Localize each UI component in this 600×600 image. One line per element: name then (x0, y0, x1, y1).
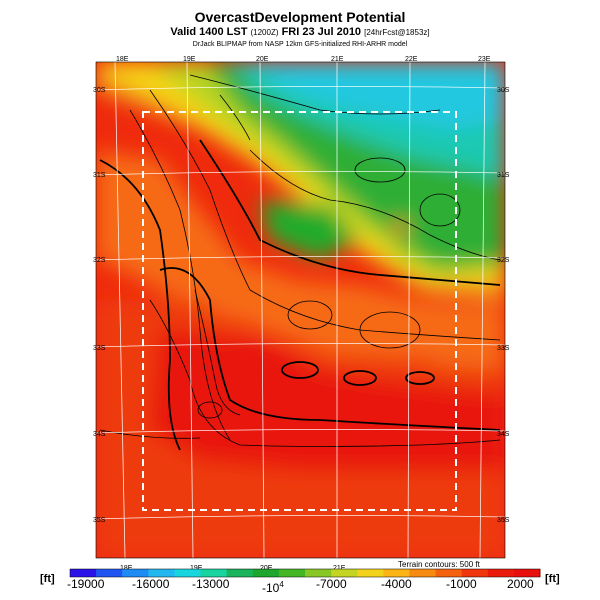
right-lat-label: 33S (497, 345, 510, 352)
colorbar-swatch (252, 569, 280, 577)
colorbar-label-7: -1000 (446, 577, 477, 591)
left-lat-label: 32S (93, 257, 106, 264)
colorbar-swatch (331, 569, 358, 577)
colorbar-label-5: -7000 (316, 577, 347, 591)
colorbar-swatch (278, 569, 306, 577)
top-lon-label: 18E (116, 56, 129, 63)
colorbar-swatch (96, 569, 123, 577)
field-shading (96, 62, 505, 558)
left-lat-label: 30S (93, 87, 106, 94)
colorbar-label-4: -104 (262, 580, 284, 595)
colorbar-swatch (174, 569, 202, 577)
colorbar-swatch (487, 569, 515, 577)
colorbar-outline (69, 568, 541, 578)
bottom-lon-label: 21E (333, 565, 346, 572)
map-border (95, 61, 506, 559)
bottom-lon-label: 19E (190, 565, 203, 572)
bottom-lon-label: 18E (120, 565, 133, 572)
map-subtitle: Valid 1400 LST (1200Z) FRI 23 Jul 2010 [… (0, 26, 600, 38)
colorbar-swatch (461, 569, 489, 577)
valid-time: Valid 1400 LST (170, 26, 248, 38)
top-lon-label: 19E (183, 56, 196, 63)
colorbar-label-1: -19000 (67, 577, 105, 591)
colorbar-swatch (513, 569, 541, 577)
bottom-lon-label: 20E (260, 565, 273, 572)
colorbar-swatch (148, 569, 175, 577)
colorbar-swatch (305, 569, 332, 577)
colorbar-label-2: -16000 (132, 577, 170, 591)
top-lon-label: 22E (405, 56, 418, 63)
right-lat-label: 31S (497, 172, 510, 179)
colorbar-label-8: 2000 (507, 577, 534, 591)
utc-time: (1200Z) (250, 28, 279, 37)
left-lat-label: 35S (93, 517, 106, 524)
left-lat-label: 34S (93, 431, 106, 438)
colorbar-label-3: -13000 (192, 577, 230, 591)
forecast-date: FRI 23 Jul 2010 (281, 26, 362, 38)
right-lat-label: 30S (497, 87, 510, 94)
top-lon-label: 20E (256, 56, 269, 63)
colorbar-swatch (357, 569, 384, 577)
right-lat-label: 34S (497, 431, 510, 438)
lat-lon-grid (95, 61, 506, 559)
colorbar-swatch (409, 569, 437, 577)
top-lon-label: 21E (331, 56, 344, 63)
right-lat-label: 35S (497, 517, 510, 524)
left-lat-label: 31S (93, 172, 106, 179)
model-credit: DrJack BLIPMAP from NASP 12km GFS-initia… (192, 41, 408, 48)
left-lat-label: 33S (93, 345, 106, 352)
colorbar-unit-left: [ft] (40, 573, 55, 585)
terrain-contours (99, 74, 501, 451)
map-title: OvercastDevelopment Potential (194, 9, 406, 25)
colorbar-swatch (122, 569, 149, 577)
top-lon-label: 23E (478, 56, 491, 63)
forecast-info: [24hrFcst@1853z] (364, 28, 430, 37)
colorbar-swatch (200, 569, 228, 577)
right-lat-label: 32S (497, 257, 510, 264)
colorbar-unit-right: [ft] (545, 573, 560, 585)
colorbar-swatch (70, 569, 97, 577)
terrain-contour-note: Terrain contours: 500 ft (398, 560, 480, 569)
colorbar-label-6: -4000 (381, 577, 412, 591)
colorbar-swatch (226, 569, 254, 577)
colorbar-swatch (383, 569, 410, 577)
target-region-box (142, 111, 457, 511)
colorbar-swatch (435, 569, 463, 577)
colorbar (69, 568, 541, 578)
